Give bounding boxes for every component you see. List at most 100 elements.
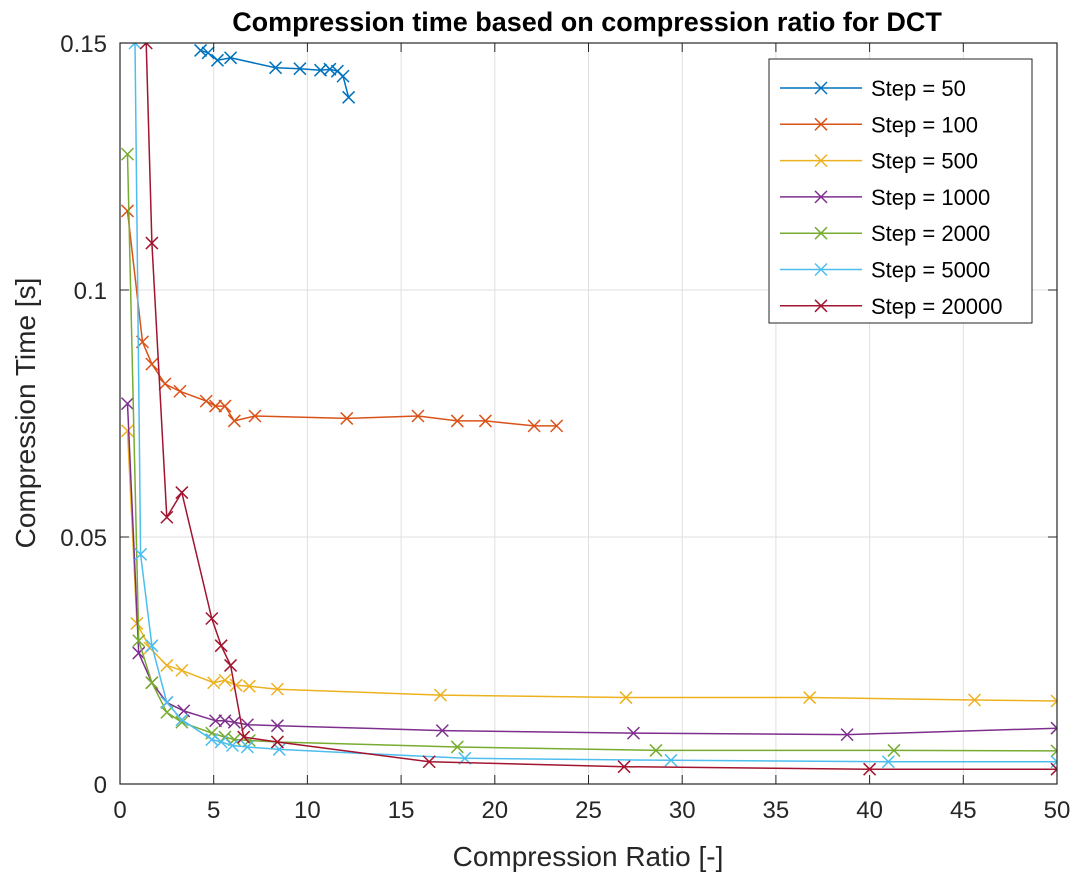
- data-point-marker: [120, 424, 135, 438]
- x-tick-label: 45: [950, 797, 977, 824]
- data-point-marker: [160, 705, 174, 719]
- legend-marker: [814, 262, 828, 277]
- legend: Step = 50 Step = 100 Step = 500 Step = 1000…: [768, 58, 1033, 324]
- data-point-marker: [269, 61, 283, 75]
- data-point-marker: [224, 51, 238, 65]
- series-5: [128, 43, 1057, 769]
- data-point-marker: [272, 742, 286, 756]
- legend-marker: [814, 117, 828, 131]
- legend-item: Step = 500: [780, 149, 978, 174]
- legend-label: Step = 2000: [871, 221, 990, 246]
- data-point-marker: [132, 634, 146, 648]
- x-tick-label: 35: [763, 797, 790, 824]
- data-point-marker: [227, 414, 241, 428]
- legend-box: [768, 58, 1033, 324]
- data-point-marker: [433, 688, 447, 702]
- x-tick-label: 25: [575, 797, 602, 824]
- data-point-marker: [478, 414, 492, 428]
- data-point-marker: [968, 693, 982, 707]
- data-point-marker: [270, 682, 284, 696]
- x-tick-label: 10: [294, 797, 321, 824]
- data-point-marker: [293, 62, 307, 76]
- data-point-marker: [209, 399, 223, 413]
- data-point-marker: [887, 743, 901, 757]
- x-tick-label: 20: [481, 797, 508, 824]
- x-tick-labels: 0 5 10 15 20 25 30 35 40 45 50: [113, 797, 1070, 824]
- data-point-marker: [210, 53, 224, 67]
- legend-label: Step = 5000: [871, 258, 990, 283]
- y-tick-label: 0.05: [60, 525, 107, 552]
- data-point-marker: [411, 409, 425, 423]
- data-point-marker: [128, 43, 142, 50]
- data-point-marker: [617, 760, 631, 774]
- data-point-marker: [224, 658, 238, 672]
- data-point-marker: [340, 411, 354, 425]
- data-point-marker: [550, 419, 564, 433]
- legend-label: Step = 20000: [871, 294, 1003, 319]
- x-tick-label: 0: [113, 797, 126, 824]
- data-point-marker: [214, 639, 228, 653]
- data-point-marker: [160, 658, 174, 672]
- data-point-marker: [218, 399, 232, 413]
- data-point-marker: [435, 724, 449, 738]
- series-6: [139, 43, 1057, 776]
- data-point-marker: [225, 738, 239, 752]
- legend-label: Step = 100: [871, 112, 978, 137]
- data-point-marker: [323, 62, 337, 76]
- y-tick-label: 0.1: [74, 278, 107, 305]
- data-point-marker: [175, 713, 189, 727]
- data-point-marker: [132, 646, 146, 660]
- tick-marks: [119, 42, 1058, 785]
- legend-item: Step = 50: [780, 76, 966, 101]
- data-point-marker: [229, 678, 243, 692]
- legend-items: Step = 50 Step = 100 Step = 500 Step = 1000…: [780, 76, 1003, 319]
- legend-marker: [814, 81, 828, 95]
- data-point-marker: [205, 611, 219, 626]
- legend-item: Step = 100: [780, 112, 978, 137]
- x-tick-label: 40: [856, 797, 883, 824]
- data-point-marker: [1050, 694, 1057, 708]
- data-point-marker: [120, 204, 135, 218]
- x-tick-label: 15: [388, 797, 415, 824]
- data-point-marker: [199, 394, 213, 408]
- data-point-marker: [450, 414, 464, 428]
- legend-item: Step = 1000: [780, 185, 990, 210]
- data-point-marker: [270, 735, 284, 749]
- x-tick-label: 50: [1044, 797, 1071, 824]
- data-point-marker: [619, 691, 633, 705]
- data-point-marker: [175, 486, 189, 500]
- data-point-marker: [450, 740, 464, 754]
- legend-label: Step = 500: [871, 149, 978, 174]
- data-point-marker: [881, 755, 895, 769]
- data-point-marker: [158, 377, 172, 391]
- series-layer: [120, 43, 1057, 776]
- data-point-marker: [1050, 762, 1057, 776]
- data-point-marker: [175, 715, 189, 729]
- x-tick-label: 5: [207, 797, 220, 824]
- y-tick-labels: 0 0.05 0.1 0.15: [60, 31, 107, 799]
- legend-marker: [814, 190, 828, 204]
- legend-item: Step = 2000: [780, 221, 990, 246]
- data-point-marker: [240, 718, 254, 732]
- data-point-marker: [205, 733, 219, 747]
- data-point-marker: [422, 755, 436, 769]
- legend-label: Step = 1000: [871, 185, 990, 210]
- data-point-marker: [175, 663, 189, 677]
- data-point-marker: [227, 715, 241, 729]
- y-axis-label: Compression Time [s]: [10, 278, 41, 549]
- data-point-marker: [120, 147, 135, 161]
- data-point-marker: [664, 753, 678, 767]
- data-point-marker: [242, 679, 256, 693]
- data-point-marker: [649, 743, 663, 757]
- data-point-marker: [173, 384, 187, 398]
- data-point-marker: [194, 43, 208, 57]
- data-point-marker: [218, 673, 232, 687]
- chart-title: Compression time based on compression ra…: [232, 7, 942, 37]
- data-point-marker: [342, 90, 356, 104]
- data-point-marker: [626, 726, 641, 740]
- y-tick-label: 0.15: [60, 31, 107, 58]
- data-point-marker: [145, 639, 159, 653]
- x-tick-label: 30: [669, 797, 696, 824]
- y-tick-label: 0: [94, 772, 107, 799]
